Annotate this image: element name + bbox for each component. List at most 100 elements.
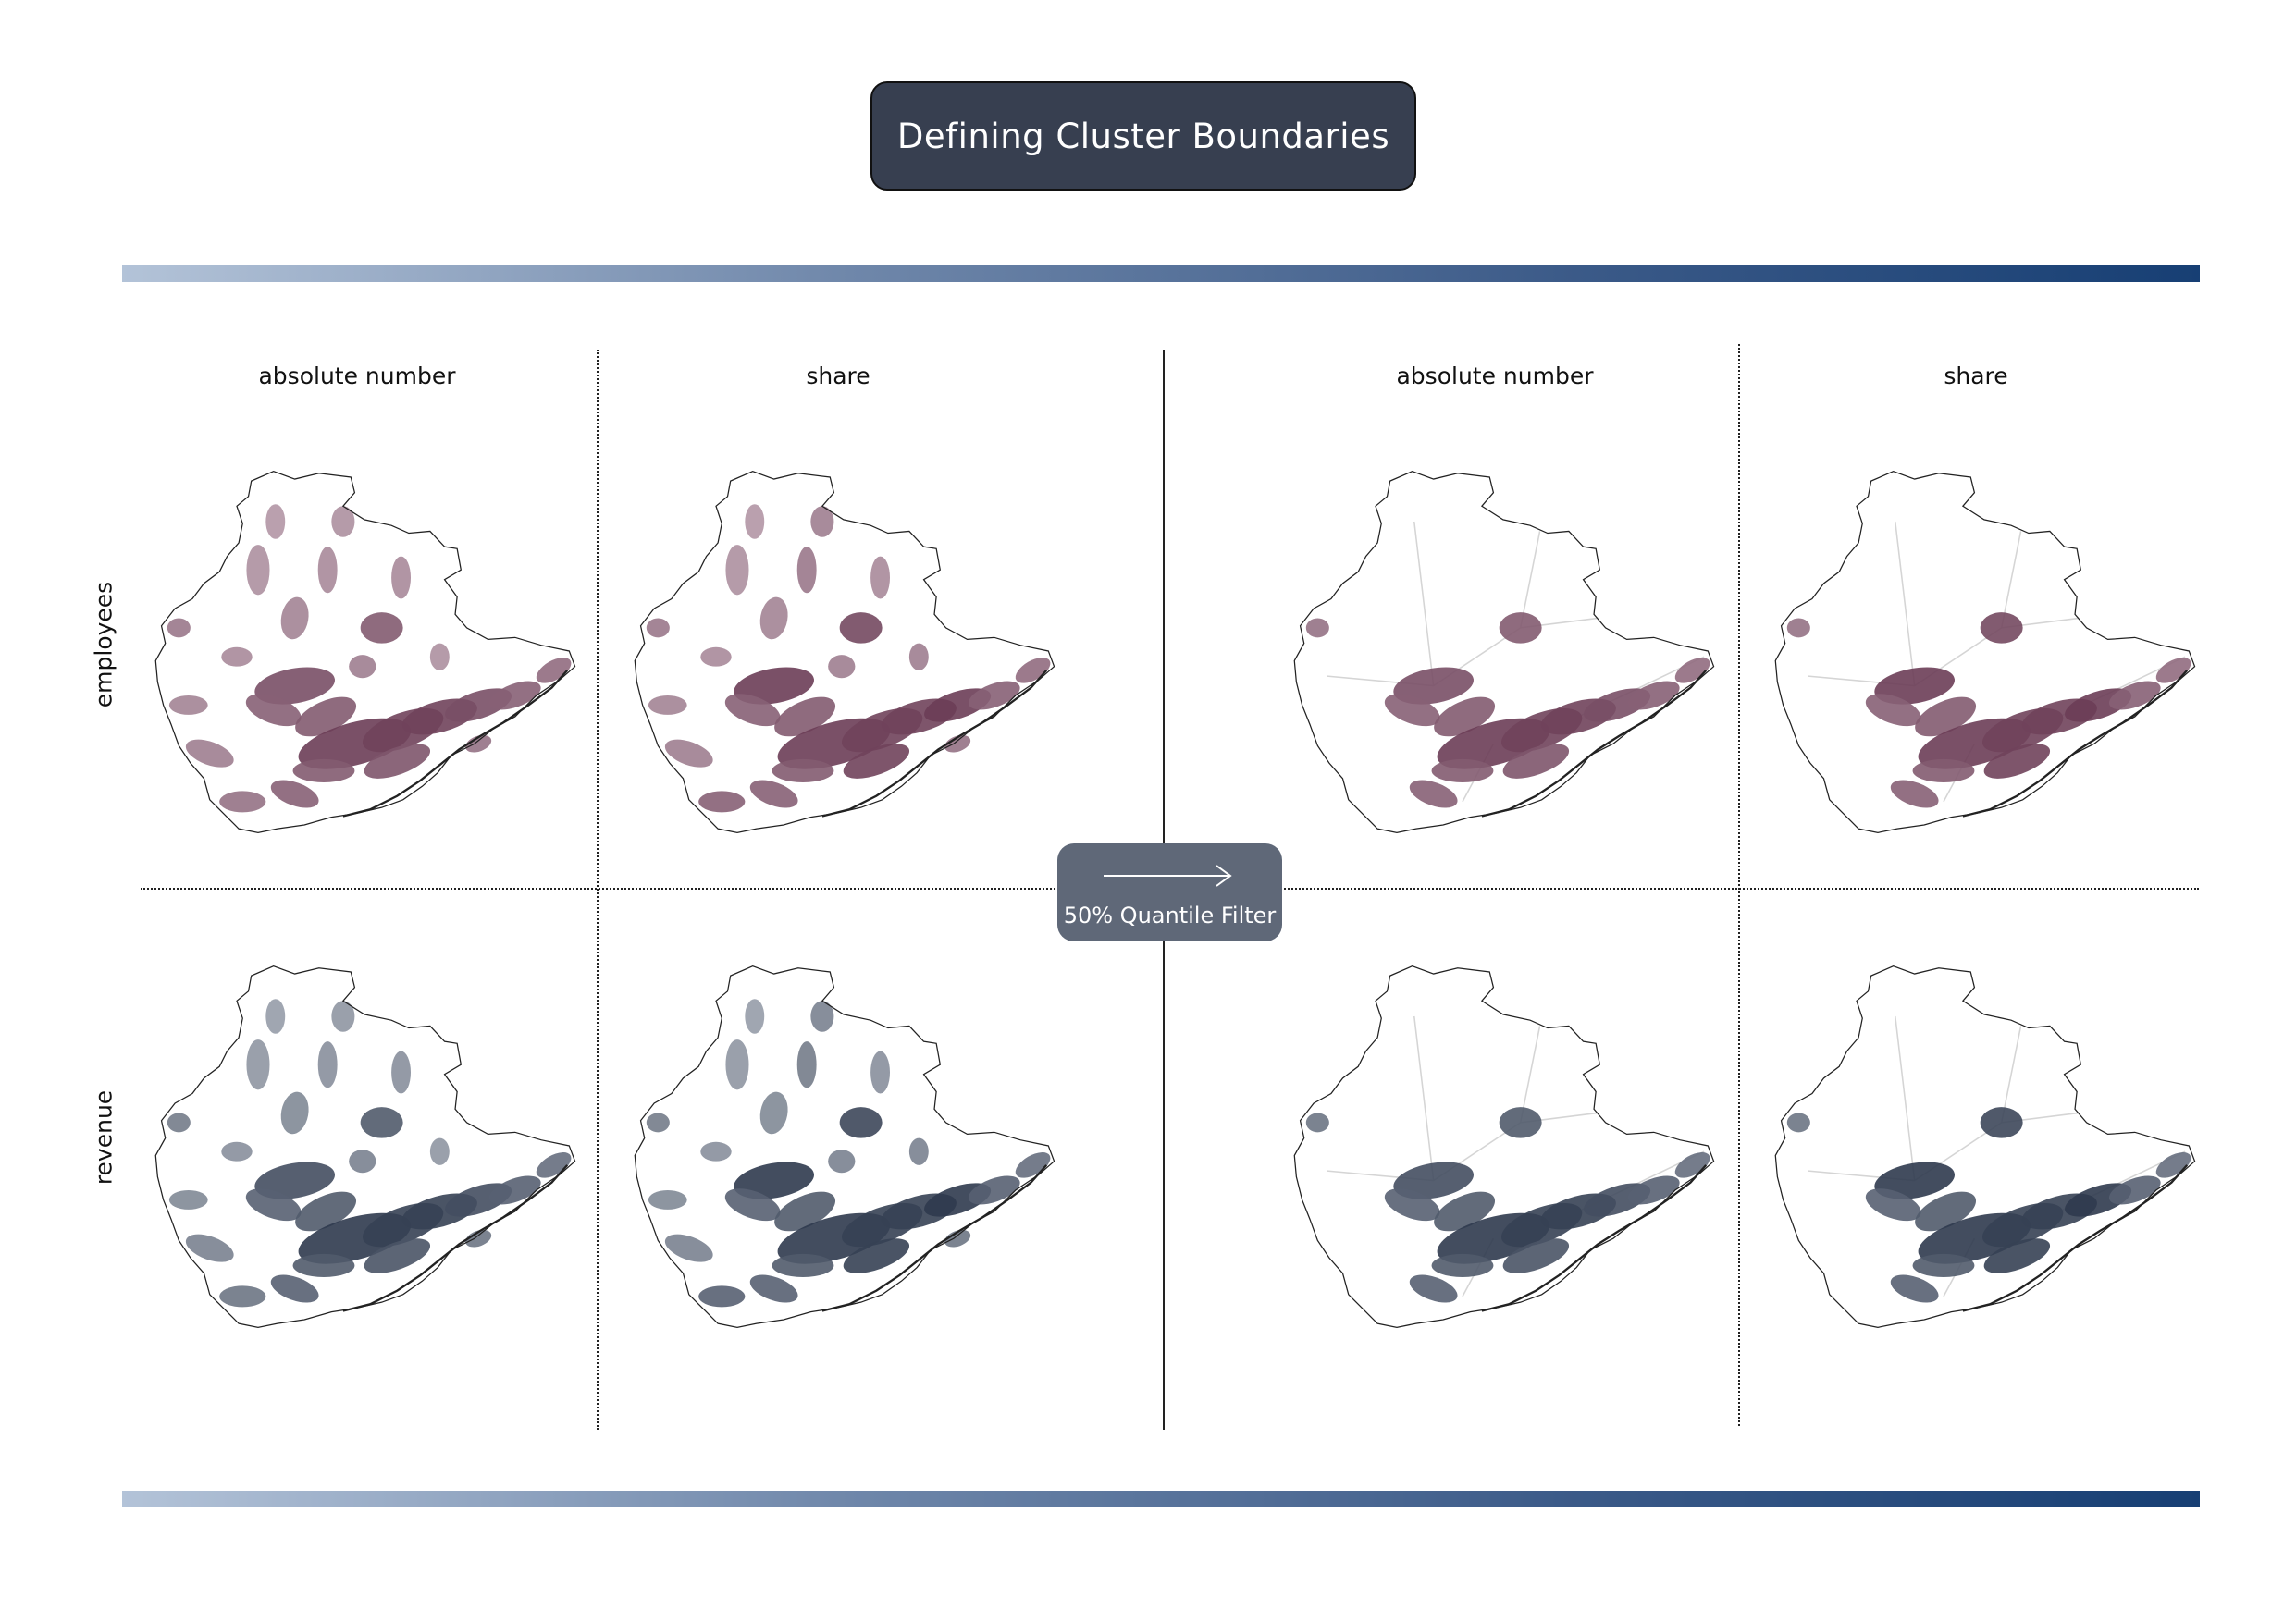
- cluster-area: [745, 999, 765, 1034]
- cluster-area: [167, 618, 191, 638]
- cluster-area: [265, 504, 286, 539]
- cluster-area: [292, 1253, 355, 1277]
- cluster-area: [1499, 1107, 1542, 1138]
- map-revenue-share: [629, 916, 1064, 1378]
- cluster-area: [465, 734, 492, 753]
- cluster-area: [246, 545, 270, 596]
- coastline: [342, 670, 569, 818]
- road-line: [1327, 1112, 1599, 1182]
- right-arrow-icon: [1104, 865, 1232, 887]
- cluster-area: [1874, 667, 1955, 705]
- cluster-area: [1015, 658, 1051, 683]
- cluster-area: [772, 1253, 834, 1277]
- cluster-area: [246, 1039, 270, 1090]
- coastline: [821, 1164, 1048, 1312]
- road-line: [1519, 531, 1541, 629]
- region-map-svg: [1774, 965, 2196, 1328]
- bottom-gradient-band: [122, 1491, 2200, 1507]
- region-map-svg: [634, 471, 1055, 833]
- cluster-area: [1786, 618, 1810, 638]
- cluster-area: [796, 547, 817, 594]
- cluster-area: [429, 643, 450, 670]
- cluster-area: [700, 1141, 732, 1162]
- cluster-area: [664, 1234, 713, 1262]
- cluster-area: [1980, 612, 2023, 644]
- top-gradient-band: [122, 265, 2200, 282]
- cluster-area: [349, 1150, 376, 1174]
- cluster-area: [1890, 780, 1939, 808]
- cluster-area: [331, 506, 355, 537]
- cluster-area: [968, 681, 1020, 710]
- cluster-area: [1015, 1152, 1051, 1178]
- cluster-area: [360, 1107, 403, 1138]
- cluster-area: [774, 1191, 836, 1232]
- cluster-area: [745, 504, 765, 539]
- row-label-employees: employees: [90, 581, 117, 708]
- cluster-area: [364, 1238, 431, 1273]
- cluster-area: [1983, 744, 2051, 779]
- cluster-area: [700, 646, 732, 667]
- cluster-area: [1384, 1188, 1440, 1222]
- cluster-area: [429, 1137, 450, 1165]
- divider-rows-right: [1163, 888, 2199, 890]
- road-line: [1327, 617, 1599, 687]
- cluster-area: [219, 791, 266, 813]
- cluster-area: [1431, 1253, 1494, 1277]
- cluster-area: [1627, 1175, 1680, 1205]
- cluster-area: [349, 655, 376, 679]
- cluster-area: [1431, 758, 1494, 782]
- cluster-area: [908, 1137, 929, 1165]
- cluster-area: [1502, 744, 1570, 779]
- road-line: [1894, 1015, 1916, 1181]
- cluster-area: [1912, 758, 1975, 782]
- coastline: [342, 1164, 569, 1312]
- region-outline: [154, 471, 576, 833]
- column-label-absolute-right: absolute number: [1396, 363, 1594, 389]
- row-label-revenue: revenue: [90, 1089, 117, 1186]
- coastline: [1481, 1164, 1708, 1312]
- cluster-area: [839, 612, 883, 644]
- cluster-area: [270, 780, 319, 808]
- cluster-area: [664, 739, 713, 768]
- cluster-area: [810, 506, 834, 537]
- cluster-area: [185, 739, 234, 768]
- region-map-svg: [1293, 471, 1715, 833]
- cluster-area: [968, 1175, 1020, 1205]
- cluster-area: [1627, 681, 1680, 710]
- cluster-area: [1393, 667, 1474, 705]
- cluster-area: [734, 1162, 814, 1199]
- cluster-area: [167, 1113, 191, 1133]
- cluster-area: [1674, 1152, 1710, 1178]
- column-label-absolute-left: absolute number: [258, 363, 456, 389]
- region-map-svg: [154, 965, 576, 1328]
- cluster-area: [1384, 694, 1440, 727]
- map-employees-share: [629, 421, 1064, 883]
- cluster-area: [2155, 658, 2191, 683]
- cluster-area: [245, 1188, 302, 1222]
- cluster-area: [465, 1229, 492, 1248]
- cluster-area: [168, 1190, 208, 1210]
- coastline: [1962, 670, 2189, 818]
- cluster-area: [1915, 1191, 1977, 1232]
- cluster-area: [331, 1001, 355, 1032]
- region-outline: [634, 471, 1055, 833]
- road-line: [1413, 521, 1435, 686]
- cluster-area: [270, 1274, 319, 1303]
- cluster-area: [360, 612, 403, 644]
- region-outline: [1293, 965, 1715, 1328]
- column-label-share-right: share: [1944, 363, 2008, 389]
- road-line: [1519, 1026, 1541, 1124]
- map-employees-share-filtered: [1770, 421, 2204, 883]
- cluster-area: [168, 695, 208, 715]
- cluster-area: [843, 1238, 910, 1273]
- cluster-area: [870, 556, 890, 599]
- cluster-area: [391, 1051, 411, 1094]
- page-title: Defining Cluster Boundaries: [896, 116, 1390, 156]
- map-revenue-share-filtered: [1770, 916, 2204, 1378]
- cluster-area: [759, 1091, 788, 1135]
- quantile-filter-box: 50% Quantile Filter: [1057, 843, 1282, 941]
- road-line: [1808, 1112, 2080, 1182]
- region-outline: [1774, 471, 2196, 833]
- cluster-area: [536, 1152, 572, 1178]
- cluster-area: [292, 758, 355, 782]
